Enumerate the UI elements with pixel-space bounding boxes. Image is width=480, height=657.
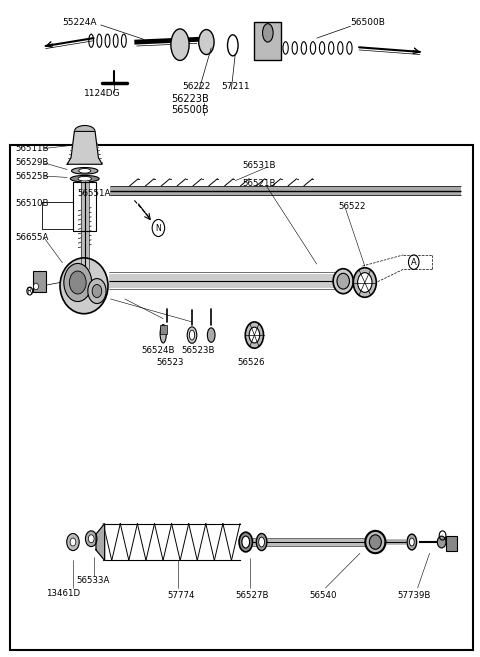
Ellipse shape	[72, 168, 98, 174]
Text: 56531B: 56531B	[242, 161, 276, 170]
Ellipse shape	[263, 24, 273, 42]
Bar	[160, 325, 167, 334]
Text: 56524B: 56524B	[142, 346, 175, 355]
Ellipse shape	[199, 30, 214, 55]
Ellipse shape	[171, 29, 189, 60]
Text: N: N	[156, 224, 161, 233]
Circle shape	[437, 536, 446, 548]
Ellipse shape	[79, 168, 91, 173]
Ellipse shape	[92, 284, 102, 298]
Ellipse shape	[207, 328, 215, 342]
Circle shape	[85, 531, 97, 547]
Text: 56521B: 56521B	[242, 179, 276, 189]
Ellipse shape	[239, 532, 252, 552]
Text: 56526: 56526	[238, 358, 265, 367]
Text: 13461D: 13461D	[46, 589, 80, 599]
Text: 56529B: 56529B	[15, 158, 49, 168]
Ellipse shape	[78, 177, 91, 181]
Text: 56523: 56523	[156, 358, 183, 367]
Ellipse shape	[358, 273, 372, 292]
Ellipse shape	[249, 327, 260, 343]
Ellipse shape	[365, 531, 385, 553]
Text: 56540: 56540	[310, 591, 337, 600]
Bar	[446, 536, 457, 551]
Ellipse shape	[69, 271, 86, 294]
Text: 56551A: 56551A	[78, 189, 111, 198]
Circle shape	[34, 283, 38, 290]
Ellipse shape	[70, 175, 99, 182]
Ellipse shape	[160, 325, 167, 343]
Text: 57739B: 57739B	[397, 591, 431, 600]
Ellipse shape	[370, 535, 381, 549]
Bar	[254, 22, 281, 60]
Ellipse shape	[353, 268, 376, 297]
Text: 57211: 57211	[221, 81, 250, 91]
Text: 56222: 56222	[182, 81, 211, 91]
Text: 56523B: 56523B	[181, 346, 215, 355]
Text: A: A	[411, 258, 417, 267]
Ellipse shape	[189, 330, 195, 340]
Ellipse shape	[259, 537, 264, 547]
Text: 55224A: 55224A	[62, 18, 97, 28]
Text: 56533A: 56533A	[77, 576, 110, 585]
Bar	[10, 145, 473, 650]
Text: 56527B: 56527B	[235, 591, 269, 600]
Ellipse shape	[407, 534, 417, 550]
Ellipse shape	[245, 322, 264, 348]
Text: 56655A: 56655A	[15, 233, 49, 242]
Bar	[33, 271, 46, 292]
Ellipse shape	[88, 279, 106, 304]
Text: 56223B: 56223B	[171, 93, 208, 104]
Ellipse shape	[409, 538, 414, 546]
Circle shape	[88, 535, 94, 543]
Ellipse shape	[333, 269, 353, 294]
Circle shape	[67, 533, 79, 551]
Ellipse shape	[64, 263, 92, 302]
Ellipse shape	[242, 536, 250, 548]
Text: R: R	[26, 287, 32, 296]
Ellipse shape	[60, 258, 108, 314]
Text: 56500B: 56500B	[350, 18, 385, 28]
Ellipse shape	[337, 273, 349, 289]
Polygon shape	[67, 131, 102, 164]
Text: 57774: 57774	[167, 591, 194, 600]
Ellipse shape	[187, 327, 197, 344]
Text: 1124DG: 1124DG	[84, 89, 120, 99]
Ellipse shape	[256, 533, 267, 551]
Circle shape	[70, 538, 76, 546]
Text: 56511B: 56511B	[15, 144, 49, 153]
Ellipse shape	[74, 125, 95, 137]
Text: 56510B: 56510B	[15, 199, 49, 208]
Bar	[73, 182, 96, 231]
Text: 56500B: 56500B	[171, 104, 208, 115]
Polygon shape	[96, 524, 105, 560]
Text: 56522: 56522	[338, 202, 366, 212]
Text: 56525B: 56525B	[15, 171, 49, 181]
